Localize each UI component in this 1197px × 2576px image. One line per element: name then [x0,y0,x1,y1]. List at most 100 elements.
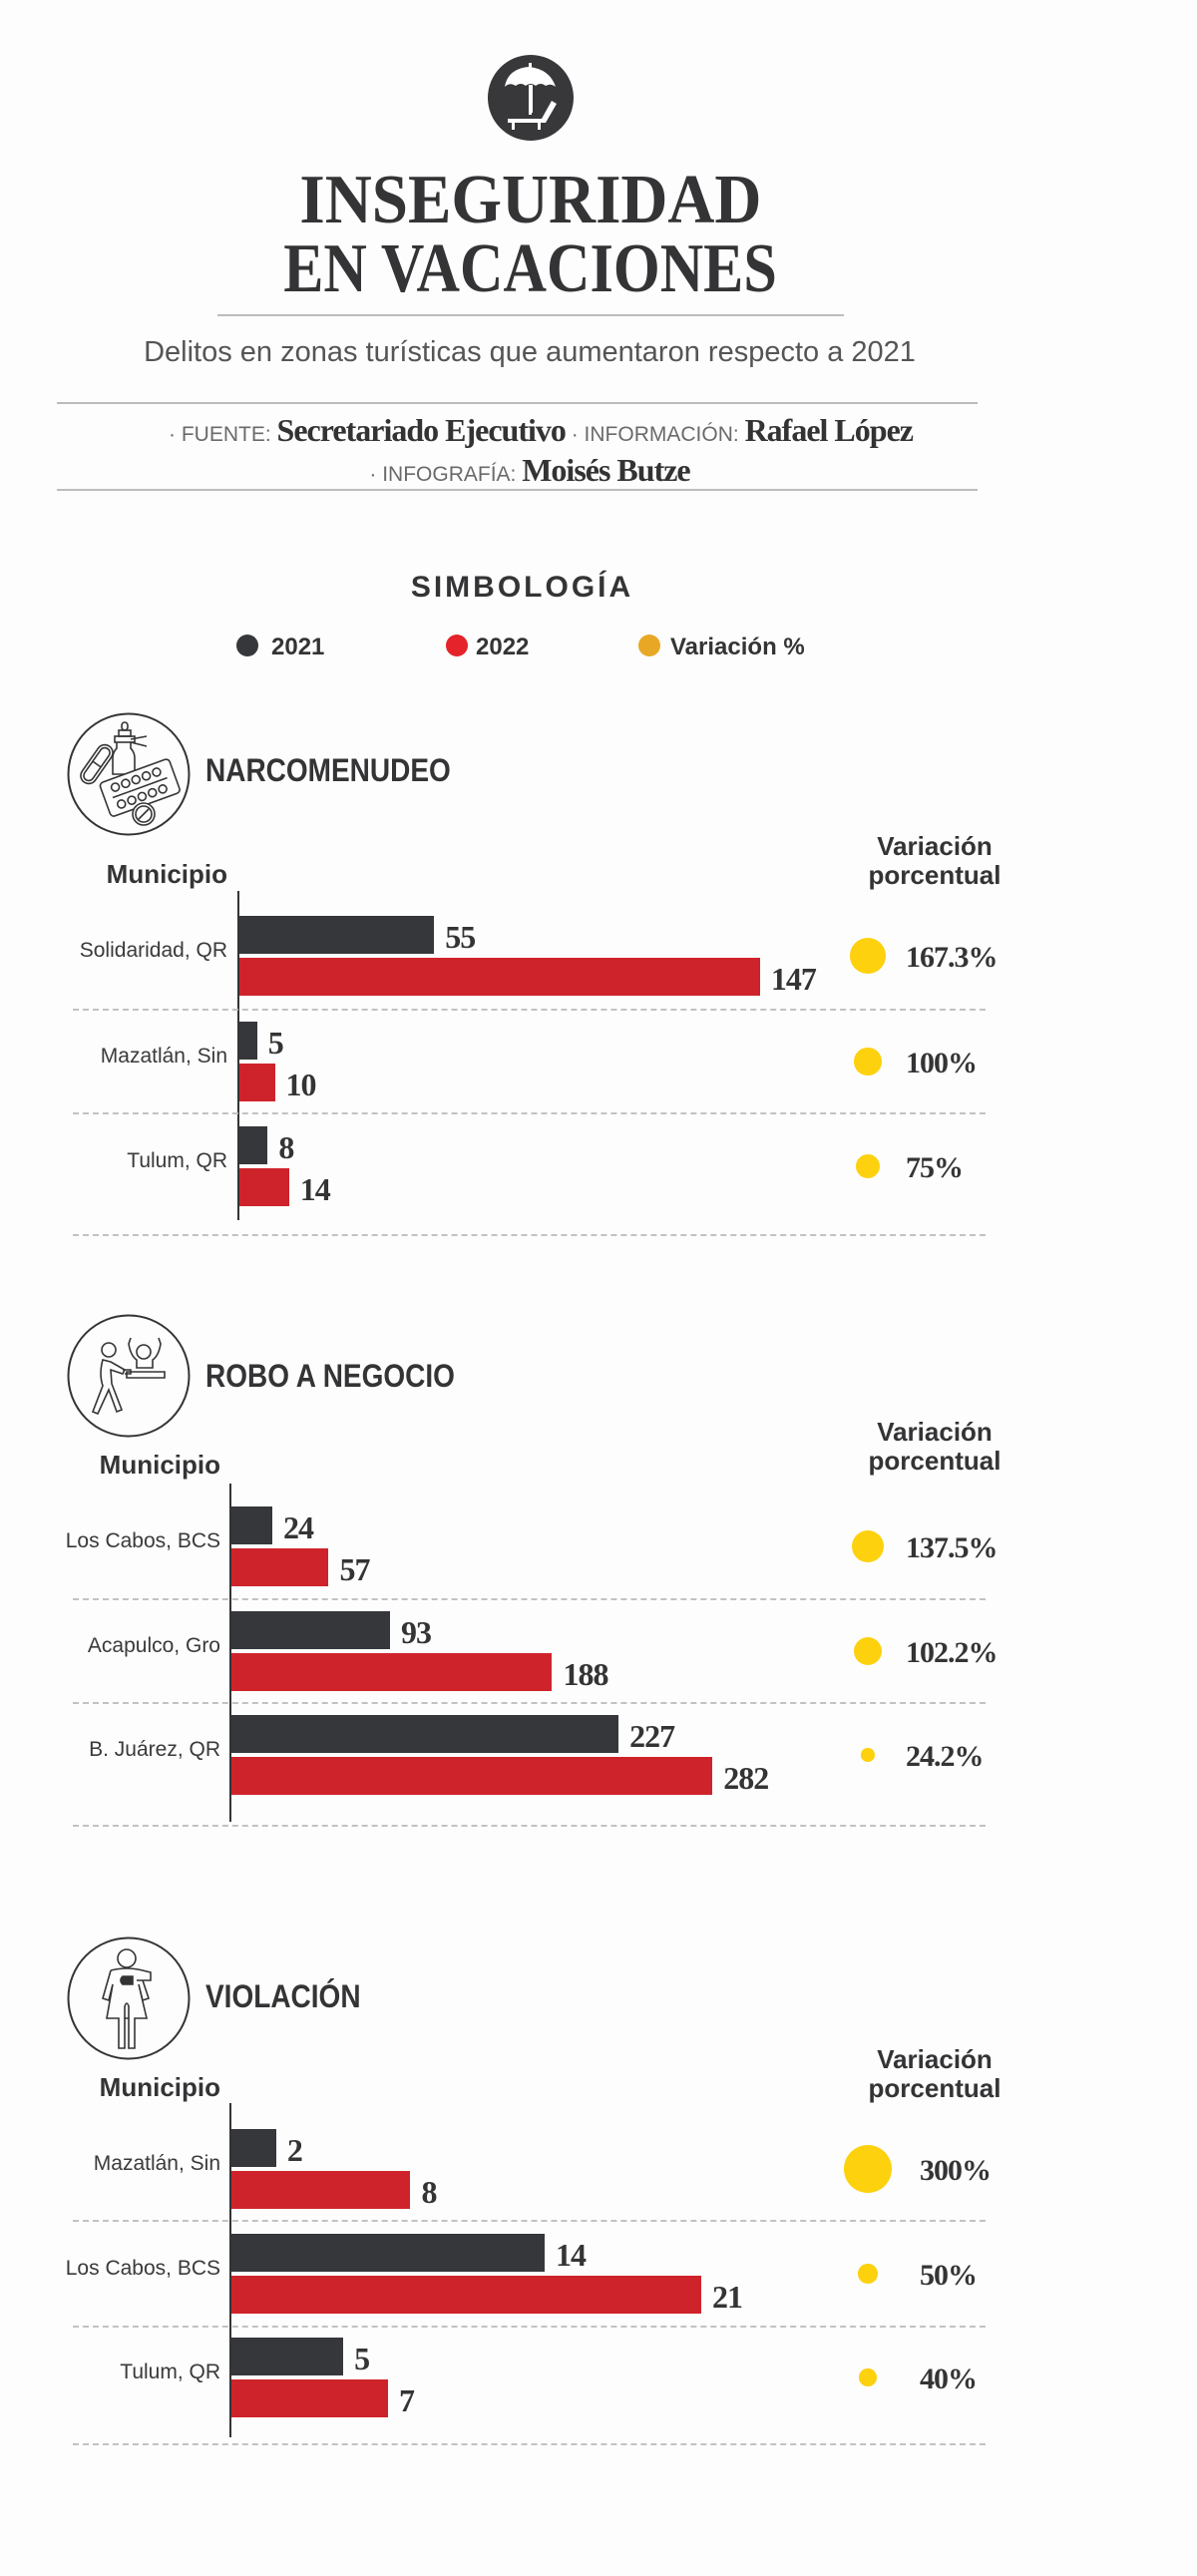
variation-dot [858,2264,878,2284]
legend-dot-2021 [236,635,258,656]
title-line-2: EN VACACIONES [0,234,1061,304]
variation-dot [856,1154,880,1178]
value-label-2021: 5 [267,1025,284,1061]
legend-label-2022: 2022 [476,634,530,660]
value-label-2022: 14 [299,1171,331,1207]
variation-label: 167.3% [906,941,998,974]
value-label-2022: 21 [712,2279,743,2315]
legend-dot-variation [638,635,660,656]
category-axis [229,2103,231,2437]
row-divider [73,1825,986,1827]
variation-label: 102.2% [906,1636,998,1669]
category-label: B. Juárez, QR [89,1738,220,1761]
variation-header: Variación porcentual [865,1418,1004,1476]
subtitle: Delitos en zonas turísticas que aumentar… [144,336,916,368]
variation-label: 100% [906,1047,978,1079]
bar-2021 [239,916,435,954]
bar-2022 [239,1064,275,1101]
category-label: Tulum, QR [120,2361,220,2383]
bar-2021 [231,1715,619,1753]
informacion-label: · INFORMACIÓN: [571,423,739,446]
variation-header: Variación porcentual [865,832,1004,890]
bar-2022 [239,958,760,996]
bar-2022 [231,2171,411,2209]
category-label: Tulum, QR [127,1149,227,1172]
bar-2022 [231,1548,329,1586]
category-axis [237,891,239,1220]
variation-header-line: porcentual [868,1446,1001,1476]
category-label: Solidaridad, QR [79,939,227,962]
category-axis [229,1484,231,1822]
beach-umbrella-lounger-icon [488,55,574,141]
section-title: VIOLACIÓN [205,1978,361,2014]
drugs-pills-icon [67,712,191,836]
variation-label: 75% [906,1151,964,1184]
bar-2021 [231,2234,546,2272]
bar-2021 [239,1126,268,1164]
value-label-2022: 188 [563,1656,608,1692]
row-divider [73,2220,986,2222]
variation-label: 300% [920,2154,992,2187]
title-divider [217,314,844,316]
value-label-2022: 57 [339,1551,370,1587]
bar-2022 [231,2379,388,2417]
title-text-2: EN VACACIONES [283,230,778,307]
variation-dot [851,1529,885,1563]
variation-dot [859,2368,877,2386]
row-divider [73,1112,986,1114]
credits-line-1: · FUENTE: Secretariado Ejecutivo · INFOR… [0,414,1081,448]
bar-2022 [231,1757,713,1795]
woman-assault-icon [67,1936,191,2060]
variation-label: 24.2% [906,1740,984,1773]
row-divider [73,2326,986,2328]
value-label-2021: 24 [283,1509,314,1545]
category-label: Mazatlán, Sin [93,2152,220,2175]
row-divider [73,1234,986,1236]
row-divider [73,2443,986,2445]
value-label-2022: 7 [399,2382,415,2418]
row-divider [73,1702,986,1704]
value-label-2022: 147 [770,961,817,997]
category-label: Los Cabos, BCS [65,1529,220,1552]
legend-label-variation: Variación % [670,634,805,660]
variation-header: Variación porcentual [865,2045,1004,2103]
section-title: NARCOMENUDEO [205,752,451,788]
value-label-2022: 10 [285,1067,317,1102]
category-label: Acapulco, Gro [87,1634,220,1657]
title-line-1: INSEGURIDAD [0,166,1061,235]
bar-2022 [239,1168,289,1206]
variation-dot [854,1048,882,1075]
variation-header-line: porcentual [868,860,1001,890]
variation-label: 50% [920,2259,978,2292]
variation-label: 40% [920,2362,978,2395]
infografia-label: · INFOGRAFÍA: [369,463,517,486]
infografia-value: Moisés Butze [522,452,690,488]
variation-dot [850,938,886,974]
credits-line-2: · INFOGRAFÍA: Moisés Butze [0,454,1059,488]
value-label-2021: 227 [629,1718,675,1754]
variation-dot [861,1748,875,1762]
bar-2022 [231,1653,553,1691]
variation-dot [853,1636,882,1665]
title-text-1: INSEGURIDAD [299,162,762,238]
bar-2021 [231,2129,276,2167]
value-label-2021: 14 [556,2237,587,2273]
legend-dot-2022 [446,635,468,656]
section-title: ROBO A NEGOCIO [205,1358,455,1394]
value-label-2022: 282 [723,1760,769,1796]
credits-bottom-divider [57,489,978,491]
variation-label: 137.5% [906,1531,998,1564]
value-label-2022: 8 [421,2174,437,2210]
row-divider [73,1009,986,1011]
municipio-axis-label: Municipio [99,1450,220,1480]
value-label-2021: 5 [354,2341,370,2376]
row-divider [73,1598,986,1600]
category-label: Los Cabos, BCS [65,2257,220,2280]
value-label-2021: 2 [286,2132,303,2168]
variation-header-line: Variación [877,831,993,861]
bar-2021 [231,2338,344,2375]
bar-2021 [239,1022,257,1060]
value-label-2021: 55 [445,919,476,955]
variation-header-line: porcentual [868,2073,1001,2103]
municipio-axis-label: Municipio [99,2072,220,2102]
